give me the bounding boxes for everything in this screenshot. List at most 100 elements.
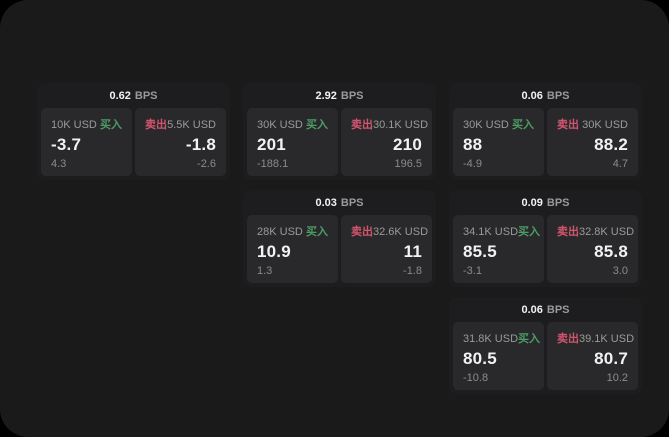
sell-panel[interactable]: 卖出 30K USD 88.2 4.7: [547, 108, 638, 176]
bps-value: 2.92: [315, 89, 337, 102]
buy-sub-value: -4.9: [463, 158, 482, 170]
bps-value: 0.06: [521, 89, 543, 102]
buy-volume: 31.8K USD: [463, 333, 519, 345]
card-header: 0.06 BPS: [449, 83, 642, 108]
buy-volume: 34.1K USD: [463, 226, 519, 238]
sell-panel-header: 卖出 39.1K USD: [557, 330, 634, 346]
buy-panel[interactable]: 10K USD 买入 -3.7 4.3: [41, 108, 132, 176]
sell-panel-header: 卖出 32.6K USD: [351, 223, 428, 239]
card-header: 0.06 BPS: [449, 297, 642, 322]
buy-side-label: 买入: [306, 119, 328, 131]
sell-volume: 30K USD: [582, 119, 628, 131]
buy-price: 80.5: [463, 349, 497, 368]
sell-price: 85.8: [594, 242, 628, 261]
bps-value: 0.06: [521, 303, 543, 316]
bps-value: 0.03: [315, 196, 337, 209]
sell-panel[interactable]: 卖出 30.1K USD 210 196.5: [341, 108, 432, 176]
card-body: 31.8K USD 买入 80.5 -10.8 卖出 39.1K USD 80.…: [449, 322, 642, 394]
sell-panel[interactable]: 卖出 39.1K USD 80.7 10.2: [547, 322, 638, 390]
sell-side-label: 卖出: [145, 119, 167, 131]
bps-unit-label: BPS: [546, 196, 570, 209]
buy-side-label: 买入: [100, 119, 122, 131]
buy-side-label: 买入: [512, 119, 534, 131]
sell-price: -1.8: [185, 135, 216, 154]
bps-unit-label: BPS: [546, 303, 570, 316]
buy-panel-header: 28K USD 买入: [257, 223, 328, 239]
bps-value: 0.62: [109, 89, 131, 102]
sell-volume: 32.6K USD: [373, 226, 429, 238]
sell-price: 80.7: [594, 349, 628, 368]
buy-panel[interactable]: 28K USD 买入 10.9 1.3: [247, 215, 338, 283]
bps-value: 0.09: [521, 196, 543, 209]
buy-panel[interactable]: 30K USD 买入 201 -188.1: [247, 108, 338, 176]
buy-sub-value: -3.1: [463, 265, 482, 277]
quote-card: 0.03 BPS 28K USD 买入 10.9 1.3 卖出 32.6K US…: [243, 190, 436, 287]
sell-volume: 5.5K USD: [167, 119, 216, 131]
quote-cards-grid: 0.62 BPS 10K USD 买入 -3.7 4.3 卖出 5.5K USD: [37, 83, 642, 394]
buy-panel[interactable]: 34.1K USD 买入 85.5 -3.1: [453, 215, 544, 283]
sell-side-label: 卖出: [557, 333, 579, 345]
sell-panel[interactable]: 卖出 5.5K USD -1.8 -2.6: [135, 108, 226, 176]
quote-card: 0.06 BPS 30K USD 买入 88 -4.9 卖出 30K USD: [449, 83, 642, 180]
bps-unit-label: BPS: [340, 89, 364, 102]
sell-panel-header: 卖出 30.1K USD: [351, 116, 428, 132]
buy-side-label: 买入: [518, 226, 541, 238]
buy-side-label: 买入: [518, 333, 541, 345]
sell-volume: 32.8K USD: [579, 226, 635, 238]
buy-sub-value: -10.8: [463, 372, 489, 384]
buy-sub-value: -188.1: [257, 158, 289, 170]
sell-side-label: 卖出: [557, 226, 579, 238]
sell-price: 88.2: [594, 135, 628, 154]
card-body: 30K USD 买入 88 -4.9 卖出 30K USD 88.2 4.7: [449, 108, 642, 180]
buy-price: -3.7: [51, 135, 82, 154]
card-body: 28K USD 买入 10.9 1.3 卖出 32.6K USD 11 -1.8: [243, 215, 436, 287]
quote-card: 0.06 BPS 31.8K USD 买入 80.5 -10.8 卖出 39.1…: [449, 297, 642, 394]
bps-unit-label: BPS: [340, 196, 364, 209]
quote-card: 0.09 BPS 34.1K USD 买入 85.5 -3.1 卖出 32.8K…: [449, 190, 642, 287]
sell-panel-header: 卖出 5.5K USD: [145, 116, 216, 132]
buy-panel[interactable]: 31.8K USD 买入 80.5 -10.8: [453, 322, 544, 390]
quote-card: 2.92 BPS 30K USD 买入 201 -188.1 卖出 30.1K …: [243, 83, 436, 180]
sell-panel-header: 卖出 30K USD: [557, 116, 628, 132]
buy-panel-header: 30K USD 买入: [463, 116, 534, 132]
buy-price: 85.5: [463, 242, 497, 261]
sell-panel[interactable]: 卖出 32.8K USD 85.8 3.0: [547, 215, 638, 283]
sell-volume: 30.1K USD: [373, 119, 429, 131]
buy-side-label: 买入: [306, 226, 328, 238]
sell-side-label: 卖出: [351, 226, 373, 238]
bps-unit-label: BPS: [546, 89, 570, 102]
buy-sub-value: 1.3: [257, 265, 273, 277]
sell-price: 11: [403, 242, 422, 261]
sell-sub-value: -2.6: [197, 158, 216, 170]
buy-volume: 30K USD: [463, 119, 509, 131]
buy-panel-header: 34.1K USD 买入: [463, 223, 540, 239]
buy-volume: 28K USD: [257, 226, 303, 238]
buy-volume: 30K USD: [257, 119, 303, 131]
buy-panel[interactable]: 30K USD 买入 88 -4.9: [453, 108, 544, 176]
card-header: 0.03 BPS: [243, 190, 436, 215]
sell-sub-value: 10.2: [606, 372, 628, 384]
buy-volume: 10K USD: [51, 119, 97, 131]
quote-card: 0.62 BPS 10K USD 买入 -3.7 4.3 卖出 5.5K USD: [37, 83, 230, 180]
buy-price: 10.9: [257, 242, 291, 261]
card-header: 2.92 BPS: [243, 83, 436, 108]
buy-panel-header: 30K USD 买入: [257, 116, 328, 132]
sell-sub-value: -1.8: [403, 265, 422, 277]
card-body: 34.1K USD 买入 85.5 -3.1 卖出 32.8K USD 85.8…: [449, 215, 642, 287]
card-header: 0.62 BPS: [37, 83, 230, 108]
buy-panel-header: 31.8K USD 买入: [463, 330, 540, 346]
sell-sub-value: 3.0: [612, 265, 628, 277]
sell-side-label: 卖出: [351, 119, 373, 131]
buy-panel-header: 10K USD 买入: [51, 116, 122, 132]
sell-panel[interactable]: 卖出 32.6K USD 11 -1.8: [341, 215, 432, 283]
sell-volume: 39.1K USD: [579, 333, 635, 345]
card-header: 0.09 BPS: [449, 190, 642, 215]
buy-sub-value: 4.3: [51, 158, 67, 170]
buy-price: 88: [463, 135, 483, 154]
bps-unit-label: BPS: [134, 89, 158, 102]
sell-sub-value: 196.5: [394, 158, 422, 170]
card-body: 30K USD 买入 201 -188.1 卖出 30.1K USD 210 1…: [243, 108, 436, 180]
card-body: 10K USD 买入 -3.7 4.3 卖出 5.5K USD -1.8 -2.…: [37, 108, 230, 180]
sell-price: 210: [393, 135, 422, 154]
